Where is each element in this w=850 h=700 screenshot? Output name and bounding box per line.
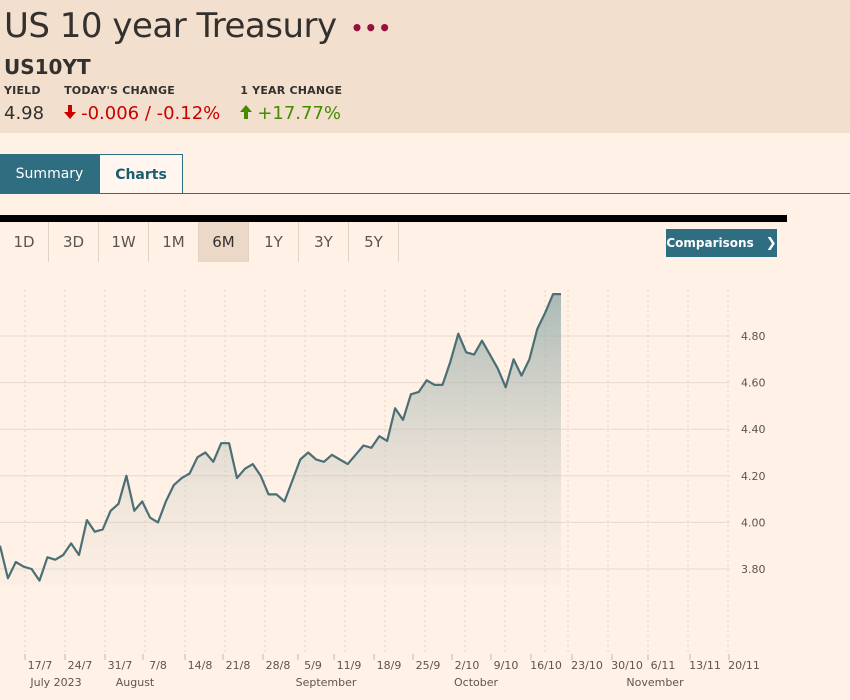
month-label: July 2023 [29, 676, 81, 689]
range-button-1w[interactable]: 1W [99, 222, 149, 262]
series-area [0, 294, 561, 585]
y-tick-label: 4.00 [741, 516, 766, 529]
x-tick-label: 7/8 [149, 659, 167, 672]
yield-stat: YIELD 4.98 [4, 84, 44, 124]
tab-summary[interactable]: Summary [0, 154, 99, 194]
yield-value: 4.98 [4, 103, 44, 124]
x-tick-label: 30/10 [611, 659, 643, 672]
x-tick-label: 21/8 [226, 659, 251, 672]
chart-top-rule [0, 215, 787, 222]
tab-bar: Summary Charts [0, 154, 183, 194]
x-tick-label: 17/7 [28, 659, 53, 672]
page-title: US 10 year Treasury [4, 6, 337, 46]
yield-value-text: 4.98 [4, 103, 45, 124]
y-tick-label: 4.80 [741, 330, 766, 343]
tab-charts[interactable]: Charts [99, 154, 183, 194]
year-change-stat: 1 YEAR CHANGE +17.77% [240, 84, 342, 124]
arrow-up-icon [240, 104, 253, 123]
quote-stats: YIELD 4.98 TODAY'S CHANGE -0.006 / -0.12… [4, 84, 362, 124]
todays-change-stat: TODAY'S CHANGE -0.006 / -0.12% [64, 84, 220, 124]
todays-change-text: -0.006 / -0.12% [81, 103, 221, 124]
x-tick-label: 18/9 [377, 659, 402, 672]
year-change-text: +17.77% [257, 103, 342, 124]
comparisons-button[interactable]: Comparisons ❯ [666, 229, 777, 257]
y-tick-label: 4.40 [741, 423, 766, 436]
range-button-6m[interactable]: 6M [199, 222, 249, 262]
year-change-value: +17.77% [240, 103, 342, 124]
range-button-1y[interactable]: 1Y [249, 222, 299, 262]
range-button-3y[interactable]: 3Y [299, 222, 349, 262]
todays-change-value: -0.006 / -0.12% [64, 103, 220, 124]
x-tick-label: 25/9 [416, 659, 441, 672]
range-selector: 1D 3D 1W 1M 6M 1Y 3Y 5Y [0, 222, 399, 262]
x-tick-label: 5/9 [304, 659, 322, 672]
range-button-5y[interactable]: 5Y [349, 222, 399, 262]
more-options-icon[interactable]: ••• [350, 16, 392, 40]
x-tick-label: 28/8 [266, 659, 291, 672]
range-button-3d[interactable]: 3D [49, 222, 99, 262]
x-tick-label: 9/10 [494, 659, 519, 672]
x-tick-label: 2/10 [455, 659, 480, 672]
x-tick-label: 13/11 [689, 659, 721, 672]
month-label: November [626, 676, 684, 689]
year-change-label: 1 YEAR CHANGE [240, 84, 343, 97]
comparisons-label: Comparisons [666, 236, 754, 250]
series-line [0, 293, 561, 582]
x-tick-label: 20/11 [728, 659, 760, 672]
y-tick-label: 3.80 [741, 563, 766, 576]
range-button-1m[interactable]: 1M [149, 222, 199, 262]
x-tick-label: 24/7 [68, 659, 93, 672]
y-tick-label: 4.60 [741, 377, 766, 390]
x-tick-label: 14/8 [188, 659, 213, 672]
quote-header: US 10 year Treasury ••• US10YT YIELD 4.9… [0, 0, 850, 133]
tab-divider [0, 193, 850, 194]
chevron-right-icon: ❯ [765, 235, 777, 251]
x-tick-label: 11/9 [337, 659, 362, 672]
x-tick-label: 6/11 [651, 659, 676, 672]
month-label: September [296, 676, 357, 689]
arrow-down-icon [64, 104, 77, 123]
title-row: US 10 year Treasury ••• [4, 6, 392, 46]
x-tick-label: 16/10 [530, 659, 562, 672]
yield-label: YIELD [4, 84, 41, 97]
month-label: October [454, 676, 498, 689]
range-button-1d[interactable]: 1D [0, 222, 49, 262]
month-label: August [116, 676, 155, 689]
x-tick-label: 23/10 [571, 659, 603, 672]
todays-change-label: TODAY'S CHANGE [64, 84, 175, 97]
ticker-symbol: US10YT [4, 55, 91, 79]
x-tick-label: 31/7 [108, 659, 133, 672]
y-tick-label: 4.20 [741, 470, 766, 483]
